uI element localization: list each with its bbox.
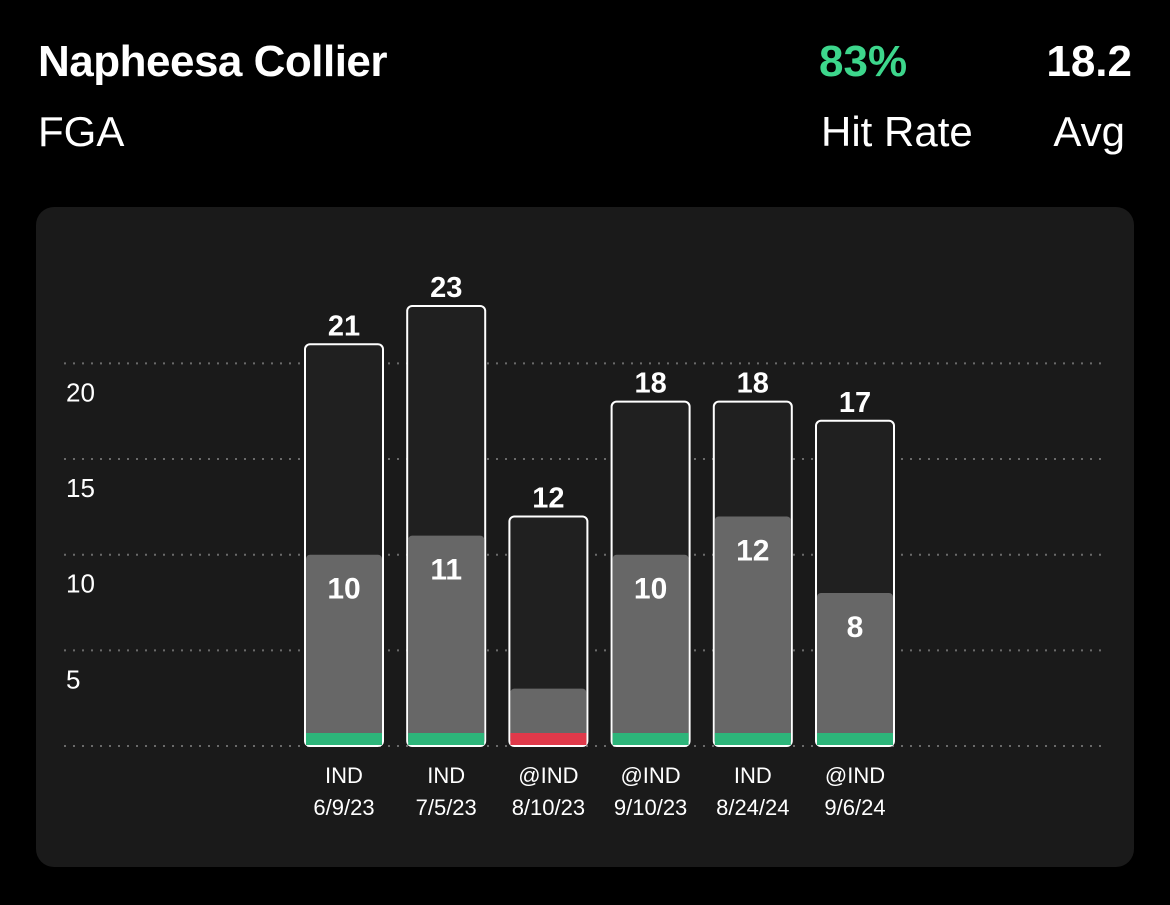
x-tick-opponent: @IND	[825, 763, 885, 788]
x-tick-opponent: @IND	[518, 763, 578, 788]
bar-hit-indicator	[714, 733, 791, 745]
bar-miss-indicator	[510, 733, 587, 745]
y-tick-label: 10	[66, 569, 95, 599]
fga-bar-chart: 5 10 15 20 21 10 IND 6/9/23 23 11 IND 7/5/23 12 @IND 8…	[64, 272, 1102, 820]
bar-inner-label: 11	[430, 554, 462, 587]
bar-inner	[408, 535, 485, 745]
x-tick-opponent: IND	[734, 763, 772, 788]
x-tick-date: 7/5/23	[416, 795, 477, 820]
stat-type-label: FGA	[38, 108, 125, 155]
bar-value-label: 18	[737, 368, 769, 400]
player-name: Napheesa Collier	[38, 37, 388, 86]
bar-inner	[306, 554, 382, 745]
chart-card: 5 10 15 20 21 10 IND 6/9/23 23 11 IND 7/5/23 12 @IND 8…	[36, 207, 1134, 867]
average-value: 18.2	[1046, 37, 1132, 86]
y-tick-label: 15	[66, 473, 95, 503]
bar-value-label: 18	[634, 368, 666, 400]
bar-hit-indicator	[817, 733, 893, 745]
bar-value-label: 21	[328, 310, 360, 342]
average-label: Avg	[1053, 108, 1125, 155]
x-tick-date: 6/9/23	[313, 795, 374, 820]
y-tick-label: 20	[66, 377, 95, 407]
x-tick-opponent: IND	[427, 763, 465, 788]
bar-hit-indicator	[306, 733, 382, 745]
x-tick-date: 8/10/23	[512, 795, 585, 820]
x-tick-date: 9/6/24	[824, 795, 885, 820]
y-tick-label: 5	[66, 664, 80, 694]
hit-rate-value: 83%	[819, 37, 908, 86]
bar-hit-indicator	[408, 733, 485, 745]
bar-inner	[510, 688, 587, 745]
bar-value-label: 23	[430, 272, 462, 304]
bar-value-label: 12	[532, 482, 564, 514]
bar-inner	[612, 554, 689, 745]
x-tick-date: 8/24/24	[716, 795, 789, 820]
bar-inner	[817, 592, 893, 745]
x-tick-date: 9/10/23	[614, 795, 687, 820]
bar-hit-indicator	[612, 733, 689, 745]
bar-inner-label: 12	[736, 534, 769, 567]
x-tick-opponent: IND	[325, 763, 363, 788]
bar-inner	[714, 516, 791, 745]
bar-value-label: 17	[839, 387, 871, 419]
hit-rate-label: Hit Rate	[821, 108, 973, 155]
bar-inner-label: 8	[847, 611, 864, 644]
bar-inner-label: 10	[634, 573, 667, 606]
x-tick-opponent: @IND	[620, 763, 680, 788]
bar-inner-label: 10	[327, 573, 360, 606]
